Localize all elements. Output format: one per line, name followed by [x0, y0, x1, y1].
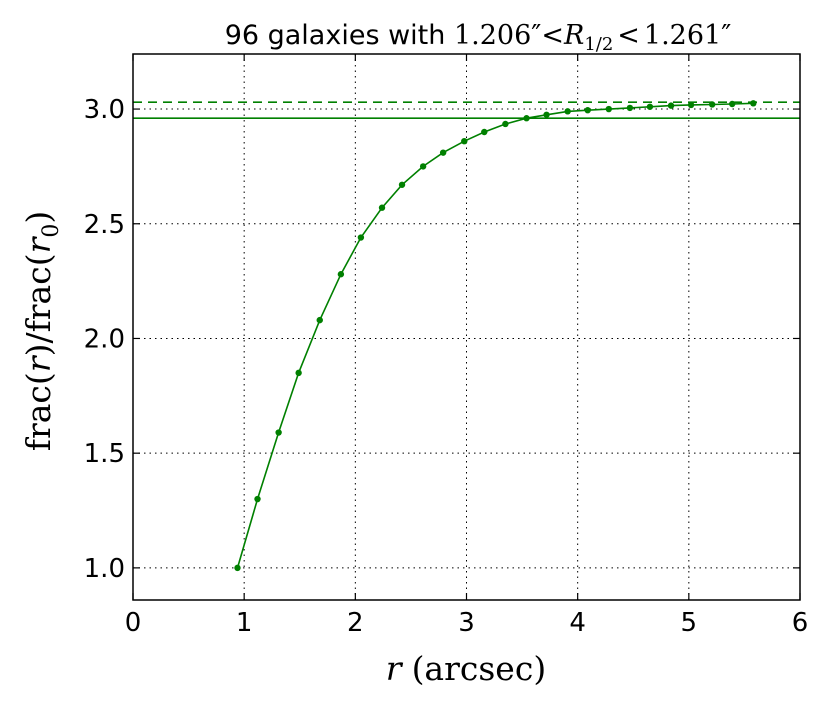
y-ticks: 1.0 1.5 2.0 2.5 3.0: [84, 95, 800, 584]
title-lt2: <: [617, 20, 640, 51]
x-axis-unit: (arcsec): [412, 649, 547, 688]
x-tick-label: 4: [569, 608, 586, 638]
data-point: [357, 234, 365, 241]
x-tick-label: 0: [125, 608, 142, 638]
reference-lines: [133, 101, 800, 120]
title-prefix: 96 galaxies with: [225, 20, 454, 51]
x-axis-var: r: [386, 649, 404, 688]
data-point: [295, 369, 302, 377]
y-label-var1: r: [19, 354, 58, 372]
x-ticks: 0 1 2 3 4 5 6: [125, 54, 809, 638]
data-point: [750, 100, 757, 107]
series-line: [236, 102, 754, 569]
data-point: [605, 105, 612, 113]
data-point: [708, 101, 716, 108]
data-point: [316, 316, 323, 324]
data-point: [502, 120, 509, 128]
x-axis-label: r (arcsec): [386, 649, 546, 688]
title-sub: 1/2: [584, 34, 613, 55]
title-high: 1.261″: [644, 20, 731, 51]
data-point: [419, 163, 427, 170]
data-point: [687, 101, 695, 109]
title-lt1: <: [541, 20, 564, 51]
y-label-var2: r: [19, 235, 58, 253]
title-low: 1.206″: [454, 20, 541, 51]
data-point: [584, 107, 591, 114]
data-point: [523, 115, 530, 122]
y-tick-label: 1.0: [84, 554, 125, 584]
data-point: [398, 181, 406, 188]
data-point: [254, 495, 261, 503]
data-point: [234, 564, 241, 572]
y-tick-label: 3.0: [84, 95, 125, 125]
chart-title: 96 galaxies with 1.206″<R1/2 <1.261″: [225, 20, 732, 55]
y-label-mid: )/frac(: [19, 253, 58, 356]
y-label-sub: 0: [39, 224, 64, 238]
data-point: [378, 204, 386, 211]
x-tick-label: 1: [236, 608, 253, 638]
data-point: [728, 100, 736, 108]
y-tick-label: 2.5: [84, 210, 125, 240]
data-point: [337, 271, 345, 278]
x-tick-label: 2: [347, 608, 364, 638]
grid: [133, 54, 800, 600]
data-point: [275, 429, 282, 436]
data-point: [564, 108, 571, 115]
data-point: [439, 149, 447, 156]
y-label-post: ): [19, 211, 58, 224]
y-tick-label: 2.0: [84, 324, 125, 354]
x-tick-label: 3: [458, 608, 475, 638]
x-tick-label: 6: [792, 608, 809, 638]
data-point: [626, 104, 634, 112]
x-tick-label: 5: [681, 608, 698, 638]
data-point: [461, 137, 468, 145]
data-point: [667, 102, 675, 109]
data-point: [481, 128, 488, 136]
y-label-pre: frac(: [19, 372, 58, 451]
y-axis-label: frac(r)/frac(r0): [19, 211, 64, 451]
data-point: [543, 111, 550, 118]
y-tick-label: 1.5: [84, 439, 125, 469]
title-var: R: [563, 20, 584, 51]
data-point: [646, 103, 654, 110]
plot-frame: [132, 53, 801, 601]
data-series: [234, 100, 757, 572]
